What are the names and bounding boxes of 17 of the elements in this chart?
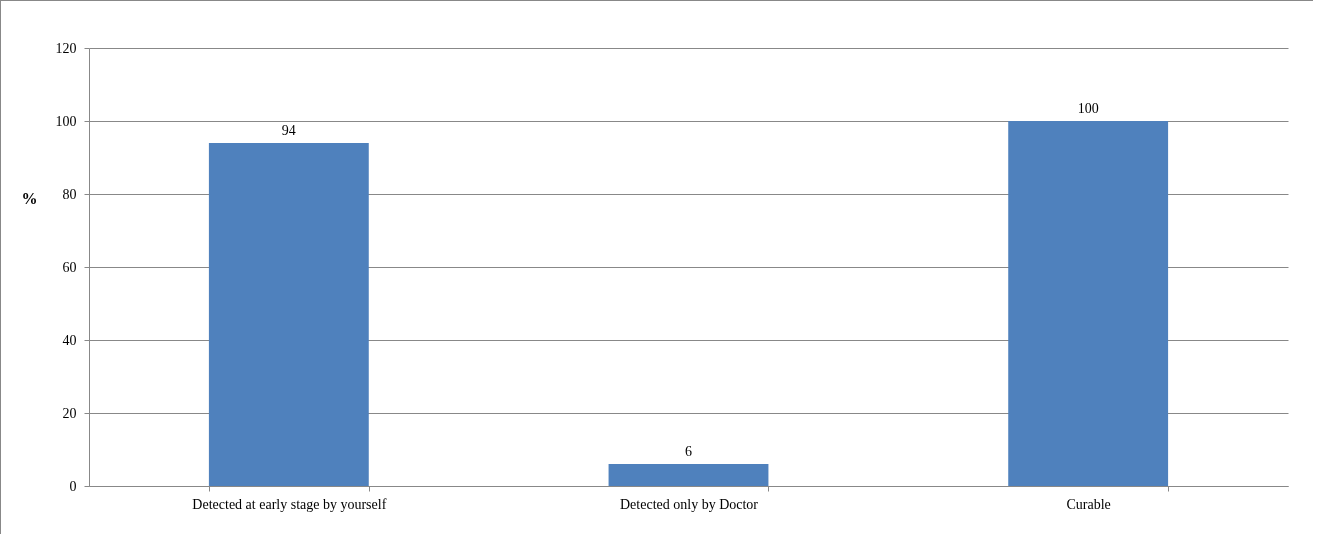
y-tick-label: 120 <box>55 40 77 56</box>
y-tick-label: 0 <box>69 478 77 494</box>
data-label: 100 <box>1077 101 1099 116</box>
y-tick-label: 20 <box>62 405 77 421</box>
y-tick-label: 40 <box>62 332 77 348</box>
data-label: 6 <box>685 444 692 460</box>
y-tick-label: 60 <box>62 259 77 275</box>
bar <box>208 142 369 486</box>
data-label: 94 <box>281 122 296 138</box>
x-tick-label: Detected only by Doctor <box>619 496 759 512</box>
y-axis-title: % <box>21 189 38 207</box>
x-tick-label: Detected at early stage by yourself <box>192 496 387 512</box>
x-tick-label: Curable <box>1066 496 1111 512</box>
y-tick-label: 80 <box>62 186 77 202</box>
bar <box>1008 121 1169 486</box>
y-tick-label: 100 <box>55 113 77 129</box>
bar <box>608 464 769 486</box>
